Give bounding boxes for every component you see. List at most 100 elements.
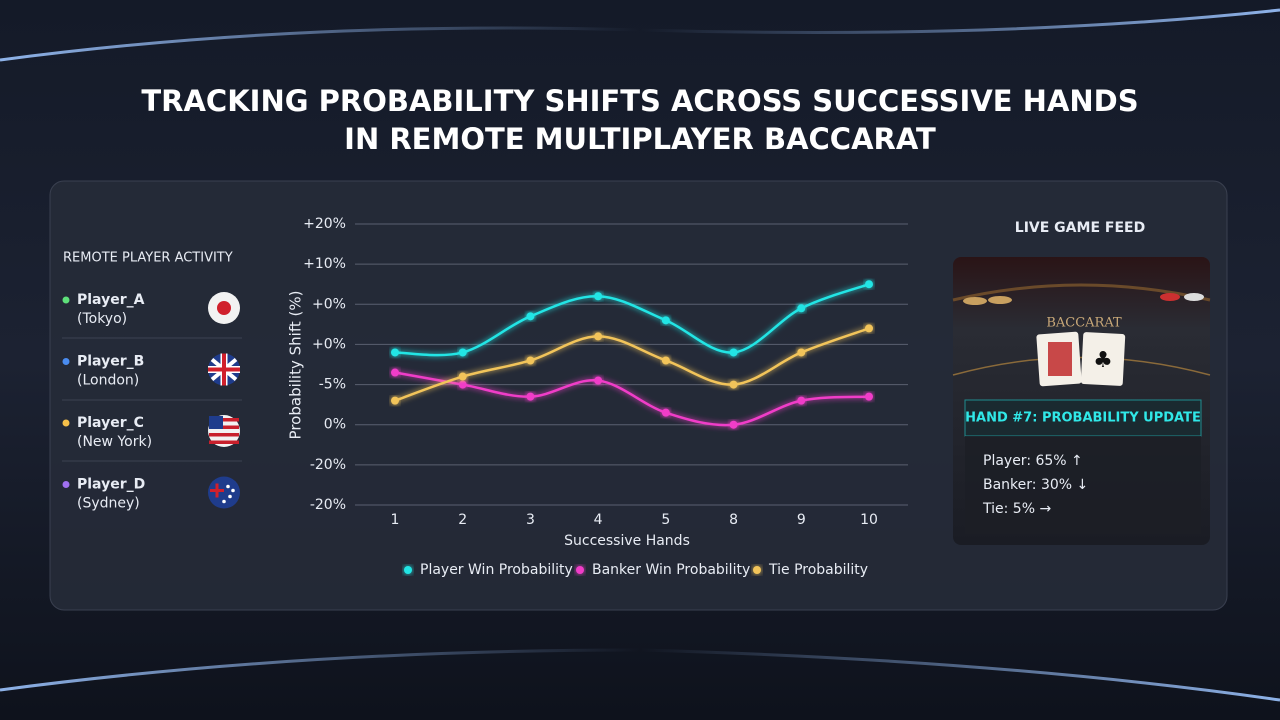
y-tick-label: 0% <box>324 417 346 433</box>
x-tick-label: 9 <box>797 512 806 528</box>
series-point <box>526 312 535 321</box>
series-point <box>865 324 873 333</box>
flag <box>208 476 240 509</box>
y-axis-label: Probability Shift (%) <box>287 291 305 440</box>
sidebar-heading: REMOTE PLAYER ACTIVITY <box>63 251 233 266</box>
series-point <box>526 356 535 365</box>
chips <box>988 296 1012 304</box>
series-line <box>394 371 870 427</box>
series-point <box>865 280 873 289</box>
flag-star <box>231 488 235 493</box>
legend-swatch <box>576 566 584 574</box>
series-point <box>594 332 603 341</box>
flag-sun <box>217 301 231 315</box>
series-point <box>797 348 806 357</box>
flag-stripe <box>209 418 239 422</box>
flag-stripe <box>209 425 239 429</box>
player-name: Player_A <box>77 292 145 308</box>
legend-label: Tie Probability <box>768 562 868 578</box>
flag-cross <box>208 353 240 386</box>
player-location: (New York) <box>77 434 152 450</box>
table-line <box>952 356 1211 376</box>
flag-stripe <box>209 433 239 437</box>
series-point <box>797 304 806 313</box>
series-point <box>661 356 670 365</box>
y-tick-label: +0% <box>312 336 346 352</box>
chips <box>963 297 987 305</box>
flag-star <box>228 494 232 499</box>
y-tick-label: -5% <box>319 377 346 393</box>
legend-swatch <box>753 566 761 574</box>
update-line: Banker: 30% ↓ <box>983 477 1088 493</box>
table-text: BACCARAT <box>1046 316 1122 331</box>
legend-label: Player Win Probability <box>420 562 573 578</box>
flag-canton <box>209 416 223 429</box>
y-tick-label: -20% <box>310 497 346 513</box>
page-title: TRACKING PROBABILITY SHIFTS ACROSS SUCCE… <box>141 84 1138 118</box>
series-point <box>865 392 873 401</box>
player-status-dot <box>62 419 70 427</box>
player-location: (Tokyo) <box>77 311 127 327</box>
light-streak <box>639 648 1280 702</box>
panel <box>49 180 1228 611</box>
card-suit: ♣ <box>1093 348 1113 373</box>
series-point <box>391 368 399 377</box>
update-card-body <box>965 436 1201 534</box>
player-name: Player_B <box>77 354 144 370</box>
player-name: Player_D <box>77 477 145 493</box>
y-tick-label: +20% <box>303 216 346 232</box>
series-point <box>661 408 670 417</box>
legend-label: Banker Win Probability <box>592 562 750 578</box>
x-tick-label: 1 <box>391 512 400 528</box>
series-point <box>729 348 738 357</box>
series-point <box>797 396 806 405</box>
light-streak <box>639 8 1280 34</box>
flag-cross <box>210 483 224 498</box>
player-status-dot <box>62 296 70 304</box>
table-edge <box>952 283 1211 302</box>
x-tick-label: 8 <box>729 512 738 528</box>
player-location: (Sydney) <box>77 496 140 512</box>
chips <box>1160 293 1180 301</box>
y-tick-label: +0% <box>312 296 346 312</box>
flag-star <box>222 499 226 504</box>
series-line <box>394 283 870 357</box>
series-point <box>526 392 535 401</box>
feed-heading: LIVE GAME FEED <box>1015 220 1145 236</box>
x-tick-label: 5 <box>661 512 670 528</box>
series-point <box>391 348 399 357</box>
series-point <box>458 380 467 389</box>
light-streak <box>0 648 641 692</box>
series-point <box>661 316 670 325</box>
update-card-header <box>964 399 1202 437</box>
flag-star <box>226 484 230 489</box>
card-face <box>1048 342 1072 376</box>
chips <box>1184 293 1204 301</box>
update-line: Player: 65% ↑ <box>983 453 1083 469</box>
legend-swatch <box>404 566 412 574</box>
x-tick-label: 4 <box>594 512 603 528</box>
update-card-title: HAND #7: PROBABILITY UPDATE <box>965 411 1201 426</box>
series-point <box>729 380 738 389</box>
playing-card <box>1080 332 1126 386</box>
x-tick-label: 2 <box>458 512 467 528</box>
y-tick-label: -20% <box>310 457 346 473</box>
player-location: (London) <box>77 373 139 389</box>
player-name: Player_C <box>77 415 144 431</box>
series-line <box>394 327 870 402</box>
x-tick-label: 10 <box>860 512 878 528</box>
x-tick-label: 3 <box>526 512 535 528</box>
y-tick-label: +10% <box>303 256 346 272</box>
series-point <box>458 372 467 381</box>
player-status-dot <box>62 358 70 365</box>
series-point <box>458 348 467 357</box>
x-axis-label: Successive Hands <box>564 533 690 549</box>
series-point <box>594 376 603 385</box>
page-title: IN REMOTE MULTIPLAYER BACCARAT <box>344 122 936 156</box>
series-point <box>594 292 603 301</box>
player-status-dot <box>62 481 70 488</box>
flag-stripe <box>209 440 239 444</box>
series-point <box>729 420 738 429</box>
series-point <box>391 396 399 405</box>
